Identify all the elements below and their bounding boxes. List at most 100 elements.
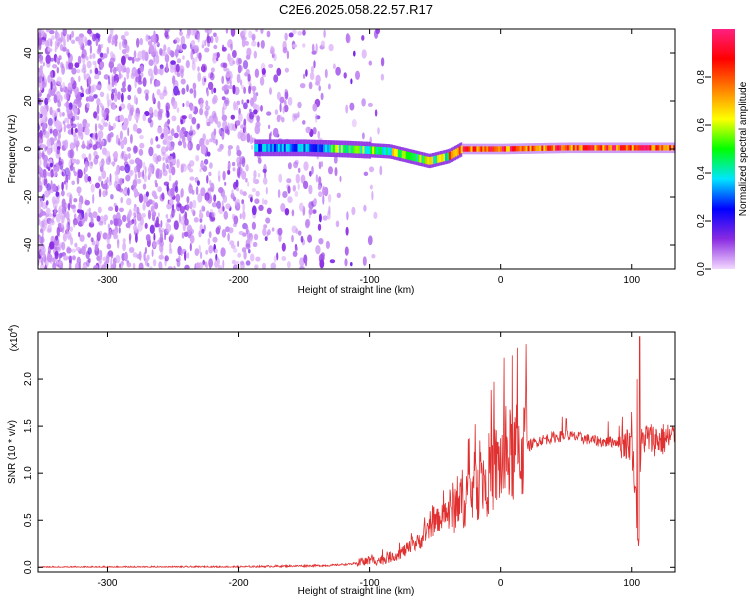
track-cell	[340, 145, 343, 153]
noise-cell	[302, 120, 306, 125]
noise-cell	[249, 134, 253, 143]
noise-cell	[81, 54, 85, 59]
track-cell	[588, 145, 591, 151]
noise-cell	[186, 203, 190, 212]
noise-cell	[194, 44, 197, 54]
noise-cell	[214, 248, 218, 254]
noise-cell	[58, 260, 62, 266]
noise-cell	[196, 123, 200, 130]
track-cell	[399, 150, 402, 158]
noise-cell	[46, 183, 51, 192]
noise-cell	[313, 198, 317, 206]
noise-cell	[96, 104, 100, 115]
track-cell	[391, 148, 395, 156]
noise-cell	[62, 112, 65, 117]
noise-cell	[261, 197, 265, 205]
noise-cell	[294, 246, 298, 252]
noise-cell	[211, 110, 217, 119]
noise-cell	[186, 252, 190, 259]
noise-cell	[84, 160, 88, 168]
noise-cell	[218, 175, 221, 182]
noise-cell	[55, 235, 59, 241]
noise-cell	[106, 112, 109, 122]
track-cell	[305, 144, 308, 152]
noise-cell	[215, 253, 218, 261]
track-cell	[393, 148, 397, 157]
noise-cell	[311, 165, 314, 175]
noise-cell	[234, 199, 237, 206]
noise-cell	[126, 262, 132, 268]
noise-cell	[96, 48, 101, 55]
noise-cell	[174, 185, 179, 194]
noise-cell	[46, 228, 52, 233]
noise-cell	[180, 164, 184, 173]
noise-cell	[184, 264, 190, 269]
noise-cell	[379, 165, 383, 176]
noise-cell	[132, 262, 136, 269]
noise-cell	[66, 92, 69, 101]
track-cell	[488, 146, 491, 152]
noise-cell	[81, 67, 87, 73]
noise-cell	[224, 97, 230, 107]
noise-cell	[319, 213, 322, 223]
noise-cell	[38, 111, 41, 120]
track-cell	[620, 145, 623, 151]
noise-cell	[157, 212, 160, 217]
noise-cell	[258, 204, 264, 211]
noise-cell	[313, 60, 316, 69]
noise-cell	[71, 39, 76, 45]
track-cell	[470, 146, 473, 152]
noise-cell	[128, 233, 132, 241]
noise-cell	[121, 92, 124, 103]
noise-cell	[213, 87, 217, 94]
noise-cell	[166, 202, 172, 210]
noise-cell	[251, 187, 256, 193]
track-cell	[427, 156, 430, 165]
noise-cell	[132, 179, 137, 189]
noise-cell	[250, 196, 253, 203]
track-cell	[268, 144, 271, 152]
noise-cell	[335, 66, 341, 76]
track-cell	[264, 144, 267, 152]
noise-cell	[144, 246, 147, 255]
heatmap-y-axis: -40 -20 0 20 40	[23, 47, 675, 252]
noise-cell	[113, 229, 118, 240]
noise-cell	[245, 164, 249, 172]
noise-cell	[167, 118, 171, 125]
track-cell	[454, 148, 457, 157]
track-cell	[578, 145, 581, 151]
noise-cell	[38, 37, 43, 46]
noise-cell	[227, 165, 231, 171]
noise-cell	[363, 171, 369, 176]
noise-cell	[126, 146, 132, 152]
noise-cell	[122, 190, 127, 195]
noise-cell	[65, 222, 69, 232]
y-tick-label: 40	[23, 47, 34, 59]
noise-cell	[202, 259, 205, 266]
noise-cell	[88, 153, 92, 162]
noise-cell	[239, 189, 243, 195]
snr-multiplier-exponent: 4	[8, 328, 15, 332]
track-cell	[411, 153, 414, 161]
noise-cell	[293, 113, 299, 119]
noise-cell	[46, 138, 51, 148]
noise-cell	[221, 106, 225, 117]
noise-cell	[95, 38, 99, 47]
noise-cell	[47, 253, 53, 263]
track-cell	[608, 145, 611, 151]
noise-cell	[278, 233, 282, 242]
track-cell	[645, 145, 648, 151]
noise-cell	[100, 141, 104, 147]
noise-cell	[113, 180, 119, 189]
track-cell	[423, 155, 426, 164]
noise-cell	[246, 99, 250, 104]
noise-cell	[42, 61, 45, 67]
noise-cell	[138, 251, 142, 261]
noise-cell	[161, 192, 165, 200]
noise-cell	[46, 207, 51, 215]
noise-cell	[308, 208, 313, 215]
x-tick-label: -200	[229, 275, 249, 286]
noise-cell	[77, 35, 82, 45]
track-cell	[285, 144, 288, 152]
noise-cell	[297, 230, 302, 236]
